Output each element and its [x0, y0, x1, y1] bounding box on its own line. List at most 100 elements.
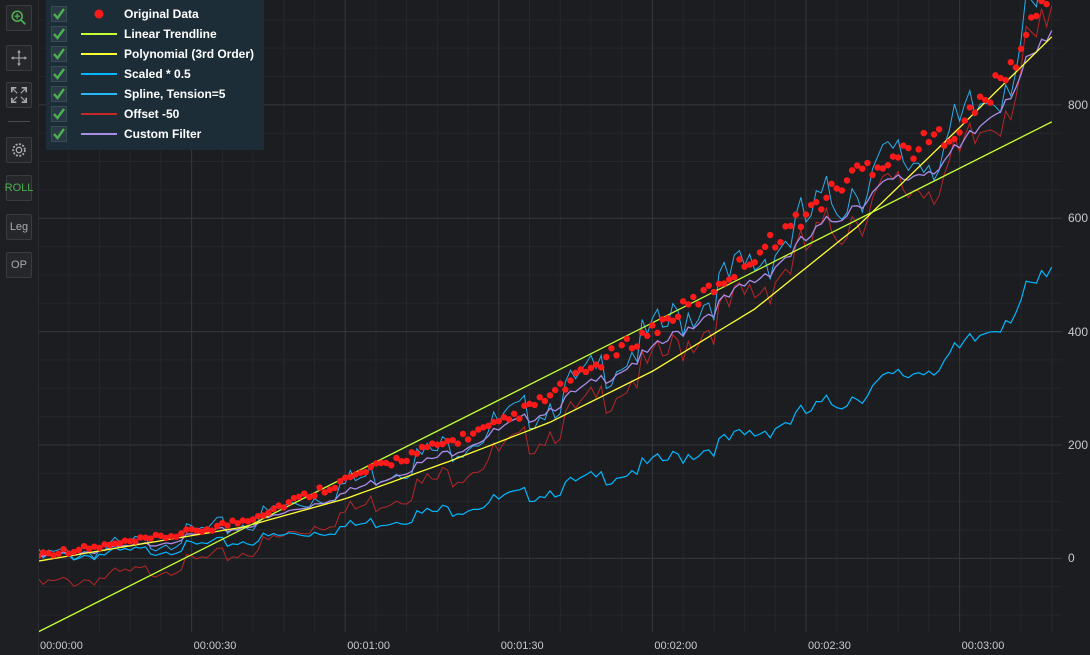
data-point	[75, 546, 83, 554]
data-point	[449, 436, 456, 444]
data-point	[1017, 45, 1025, 52]
data-point	[925, 138, 933, 146]
data-point	[244, 518, 252, 525]
data-point	[761, 243, 769, 251]
zoom-in-icon	[11, 10, 26, 25]
options-button[interactable]: OP	[6, 252, 32, 278]
data-point	[454, 440, 462, 447]
legend-label: Scaled * 0.5	[124, 67, 191, 81]
data-point	[685, 301, 692, 308]
data-point	[188, 525, 195, 533]
legend-item-offset[interactable]: Offset -50	[46, 104, 264, 124]
data-point	[838, 187, 846, 194]
data-point	[649, 322, 656, 329]
legend-item-linear-trendline[interactable]: Linear Trendline	[46, 24, 264, 44]
data-point	[700, 286, 707, 294]
data-point	[521, 402, 528, 409]
legend-checkbox[interactable]	[51, 6, 67, 22]
data-point	[280, 504, 287, 511]
data-point	[459, 430, 467, 438]
data-point	[623, 335, 630, 343]
data-point	[357, 469, 364, 476]
legend-label: Custom Filter	[124, 127, 202, 141]
legend-checkbox[interactable]	[51, 26, 67, 42]
data-point	[147, 535, 154, 542]
data-point	[485, 422, 492, 430]
data-point	[705, 282, 712, 289]
zoom-extents-button[interactable]	[6, 5, 32, 31]
data-point	[336, 478, 344, 485]
data-point	[301, 490, 308, 497]
data-point	[265, 509, 272, 517]
data-point	[961, 117, 968, 124]
data-point	[797, 223, 805, 231]
pan-button[interactable]	[6, 45, 32, 71]
data-point	[577, 366, 584, 373]
data-point	[372, 460, 380, 467]
data-point	[106, 541, 113, 549]
data-point	[290, 494, 298, 502]
data-point	[828, 180, 835, 188]
data-point	[664, 315, 671, 322]
legend-item-scaled[interactable]: Scaled * 0.5	[46, 64, 264, 84]
data-point	[65, 550, 72, 557]
legend-checkbox[interactable]	[51, 106, 67, 122]
data-point	[45, 549, 52, 557]
data-point	[618, 341, 625, 349]
data-point	[894, 154, 902, 161]
checkmark-icon	[53, 108, 65, 120]
data-point	[746, 261, 753, 268]
data-point	[1007, 59, 1014, 66]
data-point	[546, 392, 554, 399]
legend-checkbox[interactable]	[51, 126, 67, 142]
data-point	[111, 540, 119, 547]
legend-label: Offset -50	[124, 107, 180, 121]
data-point	[275, 502, 282, 509]
data-point	[429, 440, 436, 447]
legend-item-original-data[interactable]: Original Data	[46, 4, 264, 24]
data-point	[541, 397, 549, 405]
data-point	[1012, 64, 1020, 71]
data-point	[587, 364, 595, 372]
legend-item-custom-filter[interactable]: Custom Filter	[46, 124, 264, 144]
legend-item-spline[interactable]: Spline, Tension=5	[46, 84, 264, 104]
data-point	[418, 443, 426, 451]
data-point	[603, 353, 610, 361]
data-point	[403, 457, 410, 465]
checkmark-icon	[53, 48, 65, 60]
data-point	[167, 532, 175, 540]
data-point	[679, 298, 687, 305]
data-point	[311, 492, 318, 500]
data-point	[60, 545, 67, 553]
data-point	[70, 548, 78, 556]
fullscreen-icon	[10, 86, 28, 104]
data-point	[823, 194, 830, 201]
data-point	[818, 206, 825, 213]
fit-button[interactable]	[6, 82, 32, 108]
legend-checkbox[interactable]	[51, 66, 67, 82]
settings-button[interactable]	[6, 137, 32, 163]
data-point	[126, 537, 134, 545]
data-point	[157, 532, 165, 540]
data-point	[423, 443, 431, 451]
data-point	[470, 430, 477, 437]
legend-checkbox[interactable]	[51, 86, 67, 102]
roll-button[interactable]: ROLL	[5, 175, 33, 201]
data-point	[1022, 31, 1030, 39]
data-point	[966, 104, 974, 111]
data-point	[1002, 77, 1009, 84]
data-point	[946, 138, 953, 145]
legend-checkbox[interactable]	[51, 46, 67, 62]
data-point	[613, 352, 620, 359]
data-point	[654, 329, 661, 337]
y-tick-label: 800	[1068, 97, 1089, 112]
data-point	[347, 473, 354, 481]
data-point	[96, 544, 103, 552]
legend-swatch	[81, 133, 117, 135]
legend-item-polynomial[interactable]: Polynomial (3rd Order)	[46, 44, 264, 64]
data-point	[1043, 0, 1050, 8]
data-point	[526, 400, 533, 408]
data-point	[971, 109, 979, 116]
data-point	[782, 223, 789, 230]
legend-button[interactable]: Leg	[6, 214, 32, 240]
